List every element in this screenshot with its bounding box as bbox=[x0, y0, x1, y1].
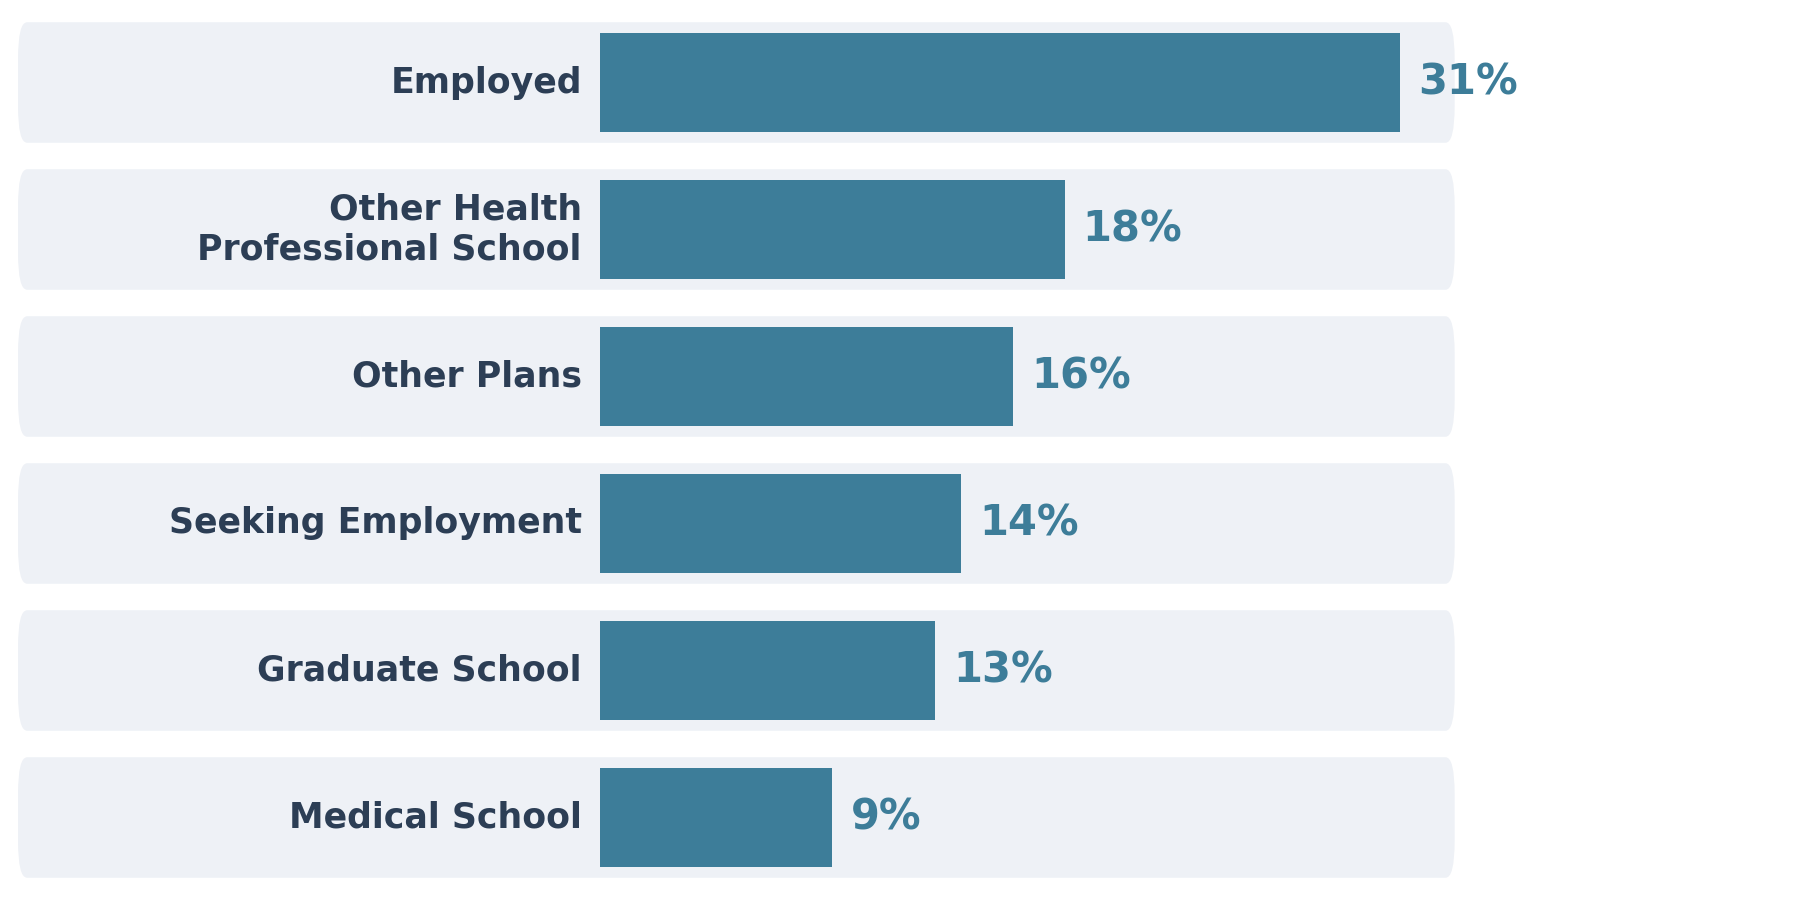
Text: 31%: 31% bbox=[1418, 61, 1517, 104]
Text: 18%: 18% bbox=[1084, 209, 1183, 250]
FancyBboxPatch shape bbox=[18, 316, 1454, 436]
FancyBboxPatch shape bbox=[18, 757, 1454, 878]
Text: 16%: 16% bbox=[1031, 356, 1130, 398]
Text: Medical School: Medical School bbox=[288, 800, 581, 834]
Bar bbox=[599, 768, 832, 868]
Bar bbox=[599, 473, 961, 573]
FancyBboxPatch shape bbox=[18, 464, 1454, 584]
Text: Graduate School: Graduate School bbox=[257, 653, 581, 688]
Bar bbox=[599, 32, 1400, 132]
Text: 13%: 13% bbox=[954, 650, 1053, 691]
Text: Other Health
Professional School: Other Health Professional School bbox=[198, 193, 581, 266]
Text: Other Plans: Other Plans bbox=[351, 359, 581, 393]
Text: Employed: Employed bbox=[391, 66, 581, 100]
Bar bbox=[599, 327, 1013, 427]
FancyBboxPatch shape bbox=[18, 22, 1454, 143]
FancyBboxPatch shape bbox=[18, 610, 1454, 731]
Bar bbox=[599, 620, 936, 721]
Text: Seeking Employment: Seeking Employment bbox=[169, 507, 581, 541]
Text: 9%: 9% bbox=[850, 796, 922, 839]
FancyBboxPatch shape bbox=[18, 169, 1454, 290]
Bar bbox=[599, 179, 1064, 280]
Text: 14%: 14% bbox=[979, 502, 1080, 544]
